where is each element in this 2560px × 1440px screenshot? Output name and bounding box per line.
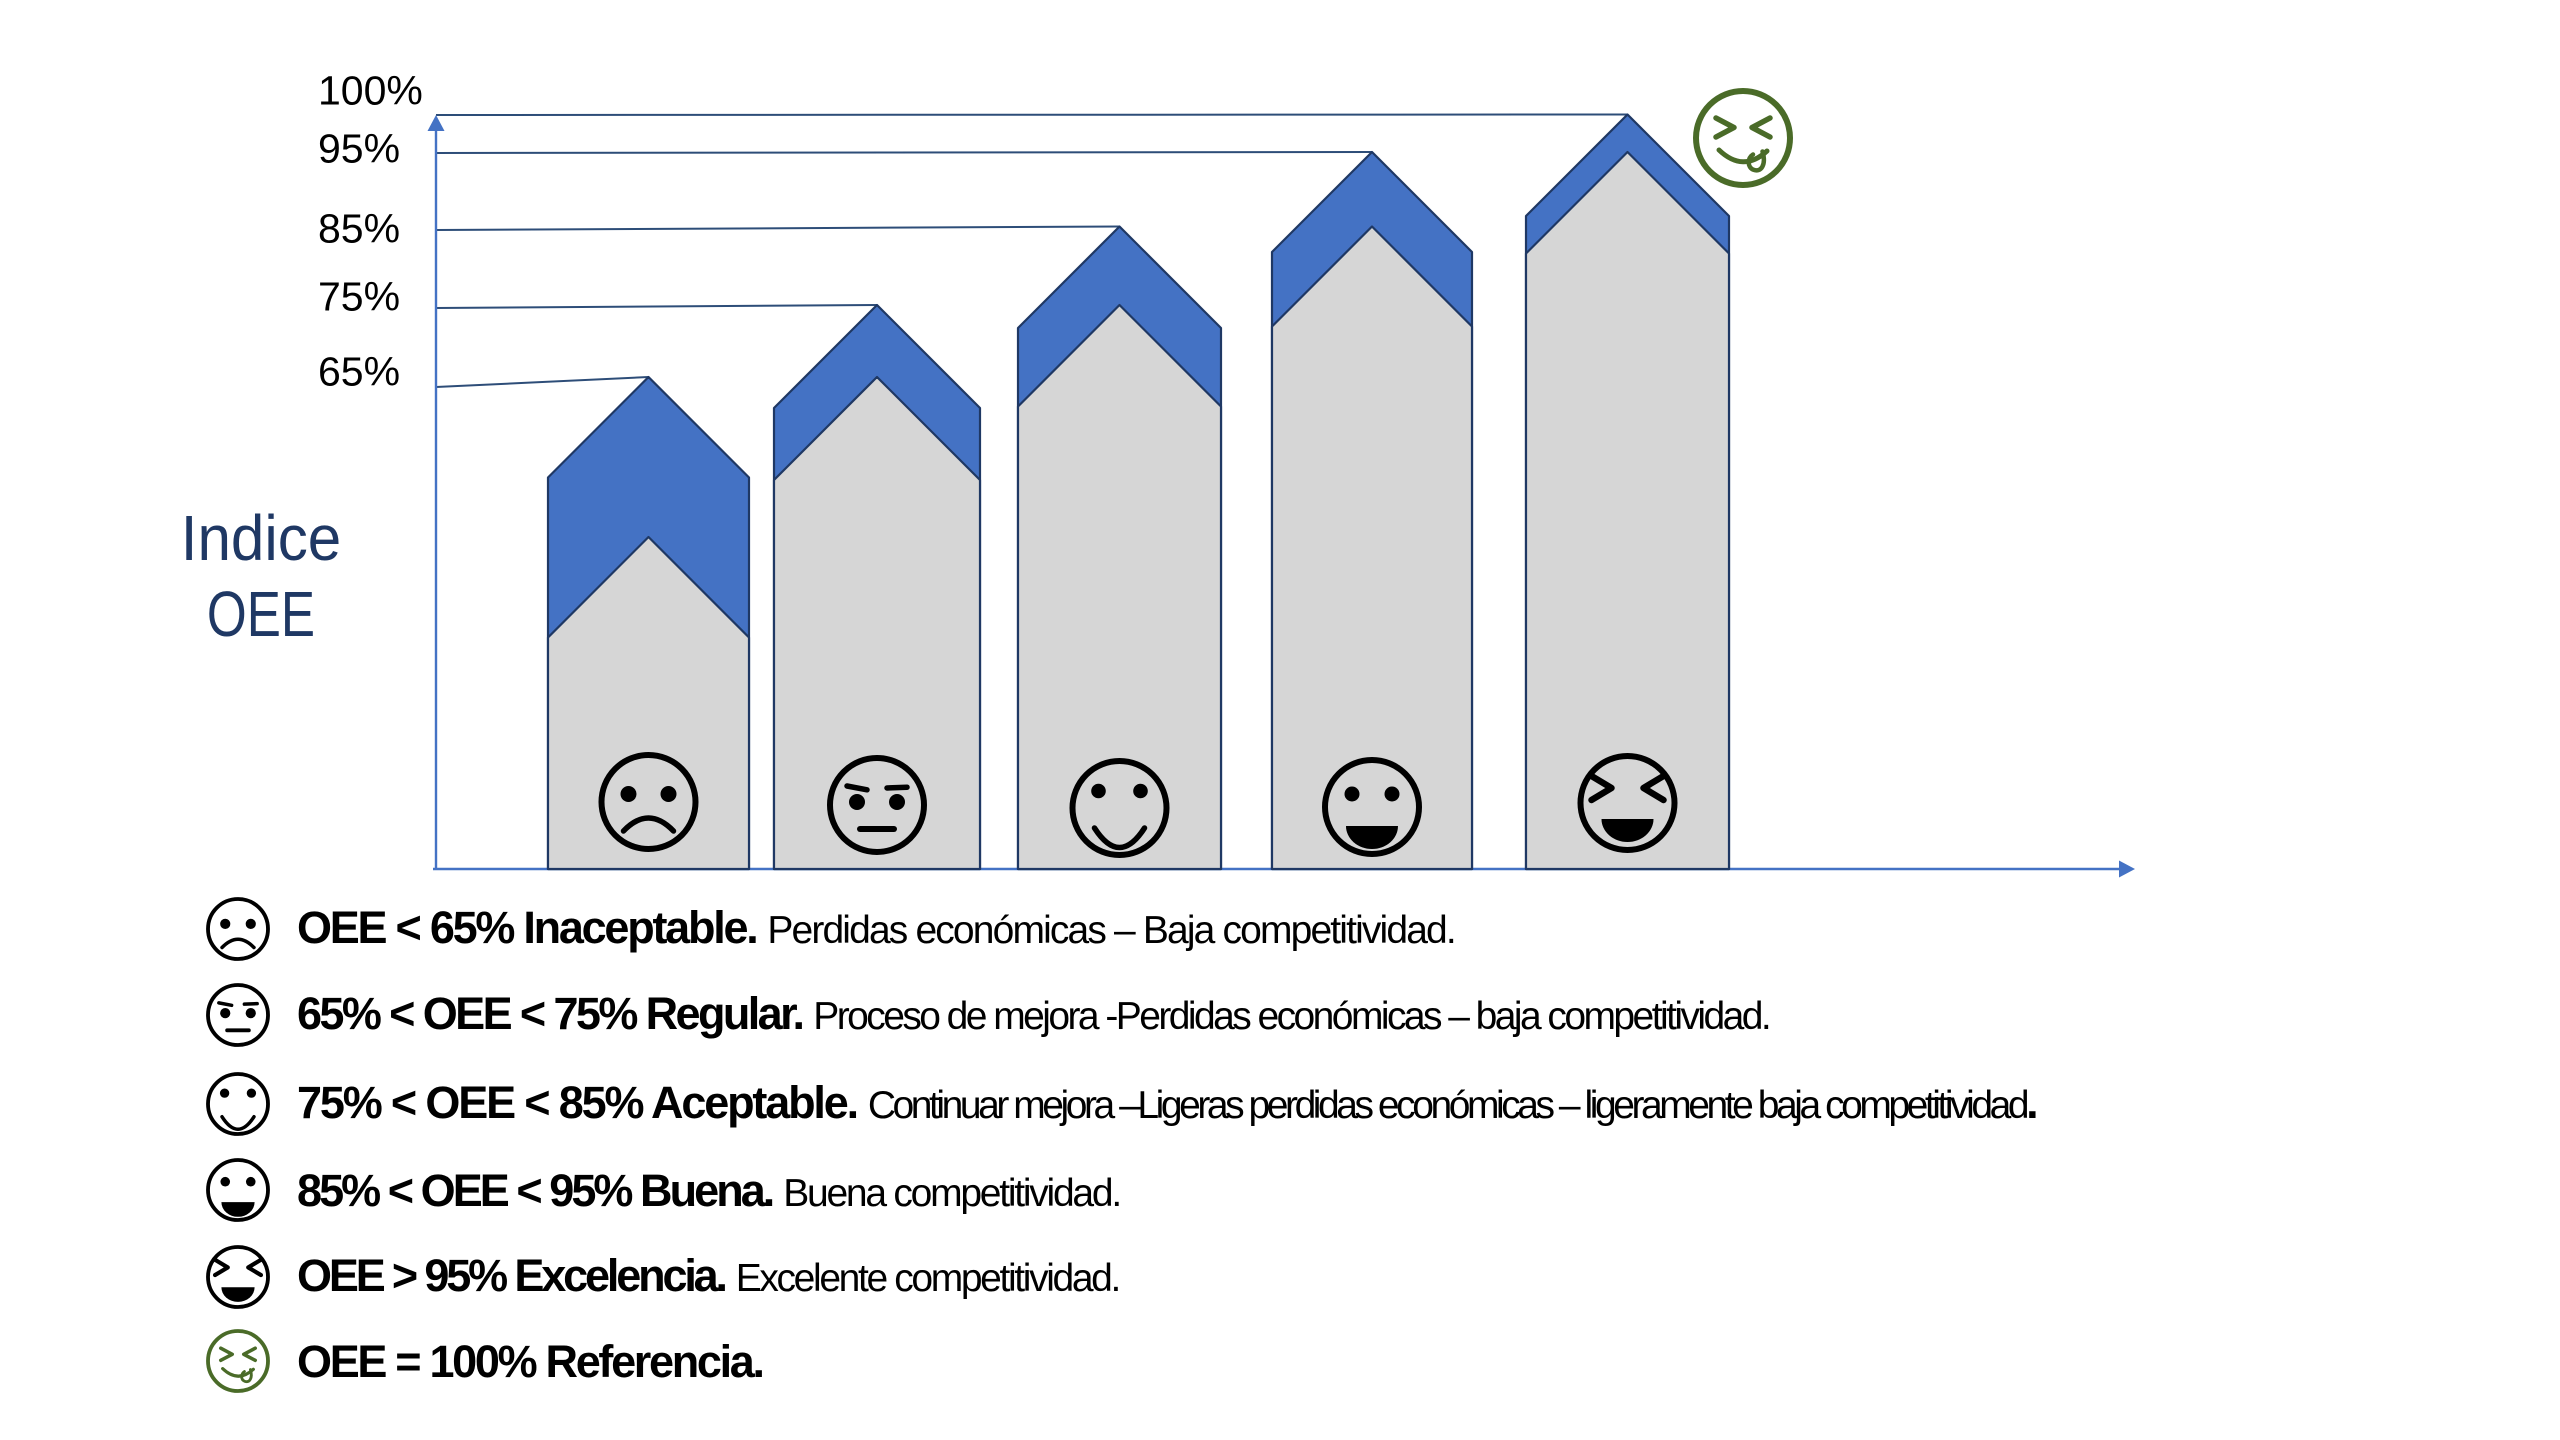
y-tick-label-95: 95% bbox=[318, 125, 401, 172]
grid-line-65 bbox=[435, 376, 649, 388]
legend-text-4: 85% < OEE < 95% Buena. Buena competitivi… bbox=[297, 1165, 1122, 1217]
legend-threshold: 65% < OEE < 75% Regular. bbox=[297, 988, 805, 1039]
bar-gray-arrow bbox=[546, 535, 751, 871]
legend-end-period: . bbox=[2026, 1077, 2039, 1128]
legend-description: Continuar mejora –Ligeras perdidas econó… bbox=[867, 1084, 2030, 1127]
bar-gray-arrow bbox=[772, 375, 982, 871]
grid-line-100 bbox=[435, 113, 1628, 116]
grid-line-75 bbox=[435, 304, 878, 309]
y-axis-title: Indice OEE bbox=[150, 500, 372, 652]
legend-description: Buena competitividad. bbox=[783, 1172, 1122, 1215]
legend-text-separator bbox=[772, 1172, 783, 1215]
y-tick-label-65: 65% bbox=[318, 348, 401, 395]
y-tick-label-85: 85% bbox=[318, 205, 401, 252]
grid-line-95 bbox=[435, 151, 1373, 154]
y-tick-label-100: 100% bbox=[318, 67, 423, 114]
bar-Buena bbox=[1270, 150, 1474, 871]
legend-text-separator bbox=[802, 995, 813, 1038]
legend-text-separator bbox=[756, 909, 767, 952]
legend-text-1: OEE < 65% Inaceptable. Perdidas económic… bbox=[297, 902, 1457, 954]
legend-threshold: 85% < OEE < 95% Buena. bbox=[297, 1165, 775, 1216]
bar-Aceptable bbox=[1016, 225, 1223, 871]
legend-description: Proceso de mejora -Perdidas económicas –… bbox=[813, 995, 1771, 1038]
legend-threshold: OEE > 95% Excelencia. bbox=[297, 1250, 728, 1301]
bar-Excelencia bbox=[1524, 113, 1731, 871]
legend-text-3: 75% < OEE < 85% Aceptable. Continuar mej… bbox=[297, 1077, 2039, 1129]
legend-text-separator bbox=[857, 1084, 868, 1127]
y-axis-arrowhead bbox=[427, 115, 445, 131]
grid-line-85 bbox=[435, 225, 1120, 231]
legend-text-5: OEE > 95% Excelencia. Excelente competit… bbox=[297, 1250, 1122, 1302]
x-axis-arrowhead bbox=[2119, 860, 2135, 878]
y-axis-title-line2: OEE bbox=[206, 578, 316, 650]
bar-gray-arrow bbox=[1270, 225, 1474, 871]
face-tongue-icon bbox=[1696, 91, 1790, 185]
legend-text-separator bbox=[725, 1257, 736, 1300]
bar-gray-arrow bbox=[1016, 303, 1223, 871]
legend-description: Perdidas económicas – Baja competitivida… bbox=[767, 909, 1456, 952]
bar-Inaceptable bbox=[546, 375, 751, 871]
y-tick-label-75: 75% bbox=[318, 273, 401, 320]
legend-face-tongue-icon bbox=[206, 1329, 270, 1393]
legend-threshold: OEE < 65% Inaceptable. bbox=[297, 902, 759, 953]
y-axis-title-line1: Indice bbox=[180, 502, 342, 574]
bar-gray-arrow bbox=[1524, 150, 1731, 871]
legend-text-6: OEE = 100% Referencia. bbox=[297, 1336, 765, 1388]
legend-text-2: 65% < OEE < 75% Regular. Proceso de mejo… bbox=[297, 988, 1772, 1040]
legend-threshold: 75% < OEE < 85% Aceptable. bbox=[297, 1077, 859, 1128]
legend-threshold: OEE = 100% Referencia. bbox=[297, 1336, 765, 1387]
bar-Regular bbox=[772, 303, 982, 871]
legend-description: Excelente competitividad. bbox=[735, 1257, 1122, 1300]
